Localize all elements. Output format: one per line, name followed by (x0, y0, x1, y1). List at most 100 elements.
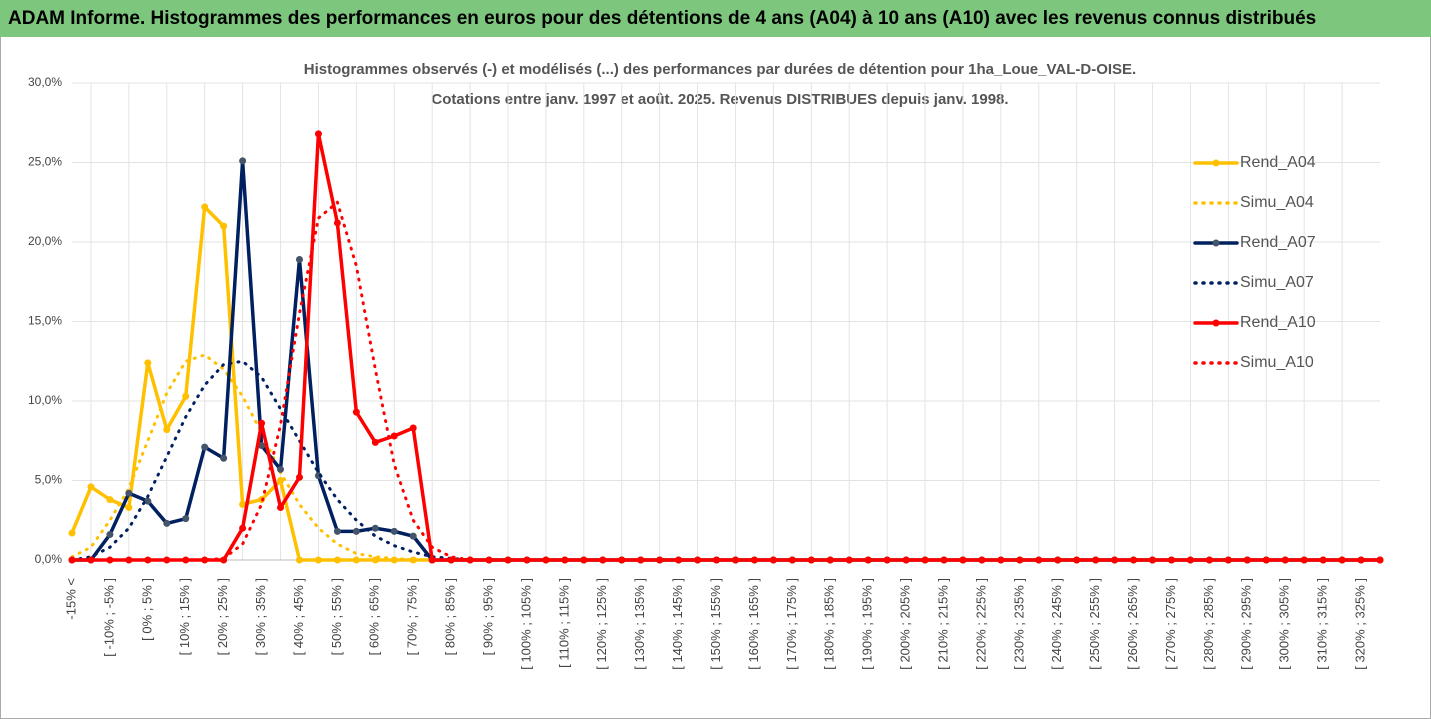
legend-marker (1212, 319, 1220, 327)
marker (1376, 556, 1384, 564)
marker (845, 556, 853, 564)
marker (125, 489, 133, 497)
legend-label: Simu_A10 (1240, 354, 1314, 371)
marker (277, 504, 285, 512)
legend-label: Rend_A04 (1240, 154, 1316, 171)
marker (485, 556, 493, 564)
marker (599, 556, 607, 564)
x-tick-label: [ 60% ; 65% ] (367, 578, 382, 655)
x-tick-label: [ 170% ; 175% ] (784, 578, 799, 670)
legend-label: Rend_A07 (1240, 234, 1316, 251)
marker (239, 524, 247, 532)
marker (106, 496, 114, 504)
marker (352, 527, 360, 535)
marker (997, 556, 1005, 564)
marker (750, 556, 758, 564)
marker (314, 556, 322, 564)
x-tick-label: [ 240% ; 245% ] (1049, 578, 1064, 670)
legend-label: Simu_A07 (1240, 274, 1314, 291)
x-tick-label: [ 50% ; 55% ] (329, 578, 344, 655)
x-tick-label: [ 270% ; 275% ] (1163, 578, 1178, 670)
marker (87, 556, 95, 564)
x-tick-label: [ 40% ; 45% ] (291, 578, 306, 655)
marker (220, 454, 228, 462)
x-tick-label: [ 310% ; 315% ] (1315, 578, 1330, 670)
marker (314, 130, 322, 138)
marker (1357, 556, 1365, 564)
legend-label: Rend_A10 (1240, 314, 1316, 331)
marker (333, 527, 341, 535)
marker (295, 556, 303, 564)
marker (1092, 556, 1100, 564)
x-tick-label: [ 30% ; 35% ] (253, 578, 268, 655)
x-tick-label: [ 140% ; 145% ] (670, 578, 685, 670)
marker (68, 529, 76, 537)
x-tick-label: [ 100% ; 105% ] (518, 578, 533, 670)
x-tick-label: [ 130% ; 135% ] (632, 578, 647, 670)
marker (220, 222, 228, 230)
y-tick-label: 15,0% (28, 314, 62, 328)
marker (352, 408, 360, 416)
marker (277, 465, 285, 473)
marker (940, 556, 948, 564)
marker (694, 556, 702, 564)
x-tick-label: [ -10% ; -5% ] (101, 578, 116, 657)
x-tick-label: [ 110% ; 115% ] (556, 578, 571, 668)
marker (239, 157, 247, 165)
legend-marker (1212, 159, 1220, 167)
marker (201, 203, 209, 211)
marker (959, 556, 967, 564)
marker (807, 556, 815, 564)
x-tick-label: [ 320% ; 325% ] (1352, 578, 1367, 670)
marker (182, 392, 190, 400)
marker (390, 432, 398, 440)
subtitle: Histogrammes observés (-) et modélisés (… (304, 61, 1136, 78)
marker (87, 483, 95, 491)
x-tick-label: [ 290% ; 295% ] (1239, 578, 1254, 670)
marker (1319, 556, 1327, 564)
marker (106, 556, 114, 564)
marker (1149, 556, 1157, 564)
y-tick-label: 20,0% (28, 234, 62, 248)
marker (409, 532, 417, 540)
marker (201, 443, 209, 451)
marker (542, 556, 550, 564)
x-tick-label: [ 260% ; 265% ] (1125, 578, 1140, 670)
y-tick-label: 10,0% (28, 393, 62, 407)
marker (201, 556, 209, 564)
chart-title: ADAM Informe. Histogrammes des performan… (8, 8, 1316, 29)
marker (580, 556, 588, 564)
x-tick-label: [ 190% ; 195% ] (860, 578, 875, 670)
x-tick-label: [ 20% ; 25% ] (215, 578, 230, 655)
subtitle: Cotations entre janv. 1997 et août. 2025… (431, 91, 1008, 108)
x-tick-label: -15% < (63, 578, 78, 620)
x-tick-label: [ 10% ; 15% ] (177, 578, 192, 655)
legend-label: Simu_A04 (1240, 194, 1314, 211)
marker (277, 477, 285, 484)
y-tick-label: 25,0% (28, 155, 62, 169)
x-tick-label: [ 0% ; 5% ] (139, 578, 154, 641)
marker (295, 255, 303, 263)
x-tick-label: [ 210% ; 215% ] (935, 578, 950, 670)
marker (352, 556, 360, 564)
marker (239, 500, 247, 508)
marker (295, 473, 303, 481)
marker (1167, 556, 1175, 564)
marker (1262, 556, 1270, 564)
x-tick-label: [ 300% ; 305% ] (1277, 578, 1292, 670)
header (0, 0, 1431, 37)
marker (1054, 556, 1062, 564)
x-tick-label: [ 280% ; 285% ] (1201, 578, 1216, 670)
marker (1111, 556, 1119, 564)
x-tick-label: [ 200% ; 205% ] (898, 578, 913, 670)
x-tick-label: [ 150% ; 155% ] (708, 578, 723, 670)
marker (144, 497, 152, 505)
x-tick-label: [ 90% ; 95% ] (480, 578, 495, 655)
marker (428, 556, 436, 564)
x-tick-label: [ 250% ; 255% ] (1087, 578, 1102, 670)
marker (144, 359, 152, 367)
marker (371, 524, 379, 532)
marker (409, 556, 417, 564)
